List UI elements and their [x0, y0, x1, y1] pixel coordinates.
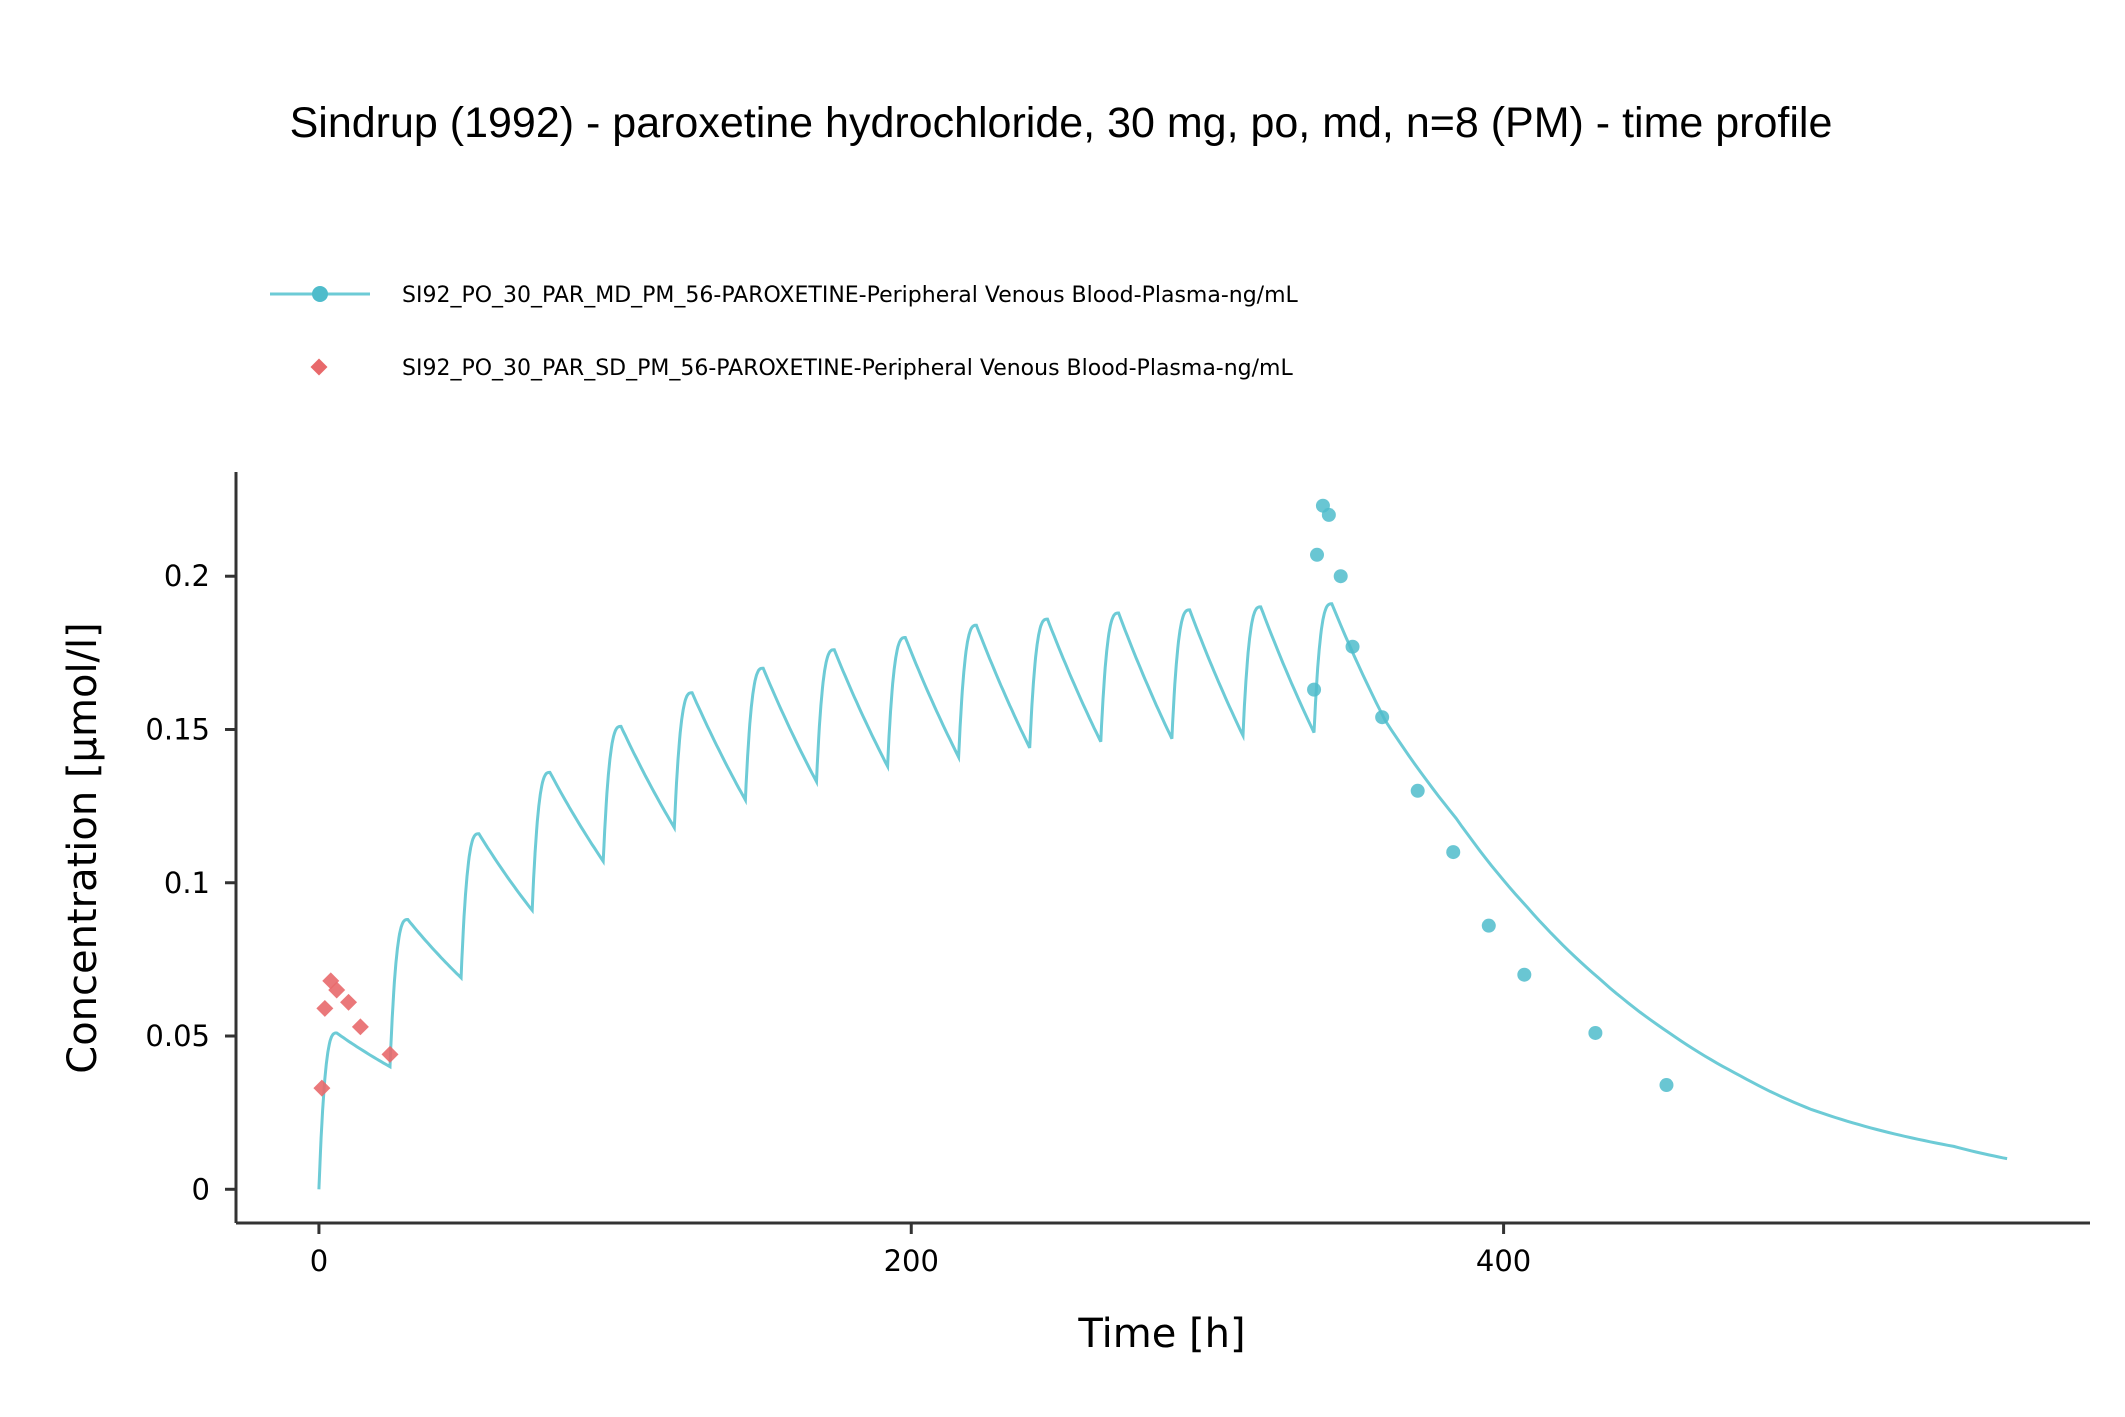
md-data-point [1410, 783, 1425, 798]
sd-data-point [316, 999, 334, 1017]
simulated-line [317, 602, 2008, 1190]
plot-area: 0 0.05 0.1 0.15 0.2 0 200 400 [145, 472, 2090, 1278]
y-axis-ticks: 0 0.05 0.1 0.15 0.2 [145, 559, 236, 1206]
y-tick-label: 0 [192, 1172, 210, 1206]
y-tick-label: 0.2 [164, 559, 210, 593]
y-axis-label: Concentration [µmol/l] [60, 622, 106, 1073]
legend-md-marker [312, 286, 328, 302]
x-tick-label: 400 [1476, 1244, 1531, 1278]
legend-md-label: SI92_PO_30_PAR_MD_PM_56-PAROXETINE-Perip… [402, 283, 1299, 308]
sd-data-point [340, 993, 358, 1011]
y-tick-label: 0.15 [145, 712, 210, 746]
sd-data-point [351, 1018, 369, 1036]
md-data-point [1588, 1025, 1603, 1040]
y-tick-label: 0.1 [164, 866, 210, 900]
legend-item-md: SI92_PO_30_PAR_MD_PM_56-PAROXETINE-Perip… [270, 283, 1299, 308]
x-tick-label: 0 [310, 1244, 328, 1278]
md-data-point [1446, 845, 1461, 860]
legend-item-sd: SI92_PO_30_PAR_SD_PM_56-PAROXETINE-Perip… [310, 356, 1293, 381]
sd-data-point [381, 1045, 399, 1063]
legend-sd-label: SI92_PO_30_PAR_SD_PM_56-PAROXETINE-Perip… [402, 356, 1293, 381]
md-data-point [1307, 682, 1322, 697]
md-data-point [1345, 639, 1360, 654]
md-data-point [1481, 918, 1496, 933]
sd-data-point [328, 981, 346, 999]
x-axis-ticks: 0 200 400 [310, 1223, 1531, 1278]
legend-sd-marker [310, 358, 328, 376]
md-observed-points [1307, 498, 1674, 1093]
y-tick-label: 0.05 [145, 1019, 210, 1053]
legend: SI92_PO_30_PAR_MD_PM_56-PAROXETINE-Perip… [270, 283, 1299, 381]
x-tick-label: 200 [884, 1244, 939, 1278]
simulated-curve-group [317, 602, 2008, 1190]
md-data-point [1375, 710, 1390, 725]
sd-observed-points [313, 972, 399, 1097]
x-axis-label: Time [h] [1077, 1311, 1245, 1357]
md-data-point [1333, 569, 1348, 584]
chart-title: Sindrup (1992) - paroxetine hydrochlorid… [290, 99, 1833, 147]
md-data-point [1517, 967, 1532, 982]
sd-data-point [313, 1079, 331, 1097]
md-data-point [1310, 547, 1325, 562]
md-data-point [1659, 1078, 1674, 1093]
md-data-point [1321, 507, 1336, 522]
